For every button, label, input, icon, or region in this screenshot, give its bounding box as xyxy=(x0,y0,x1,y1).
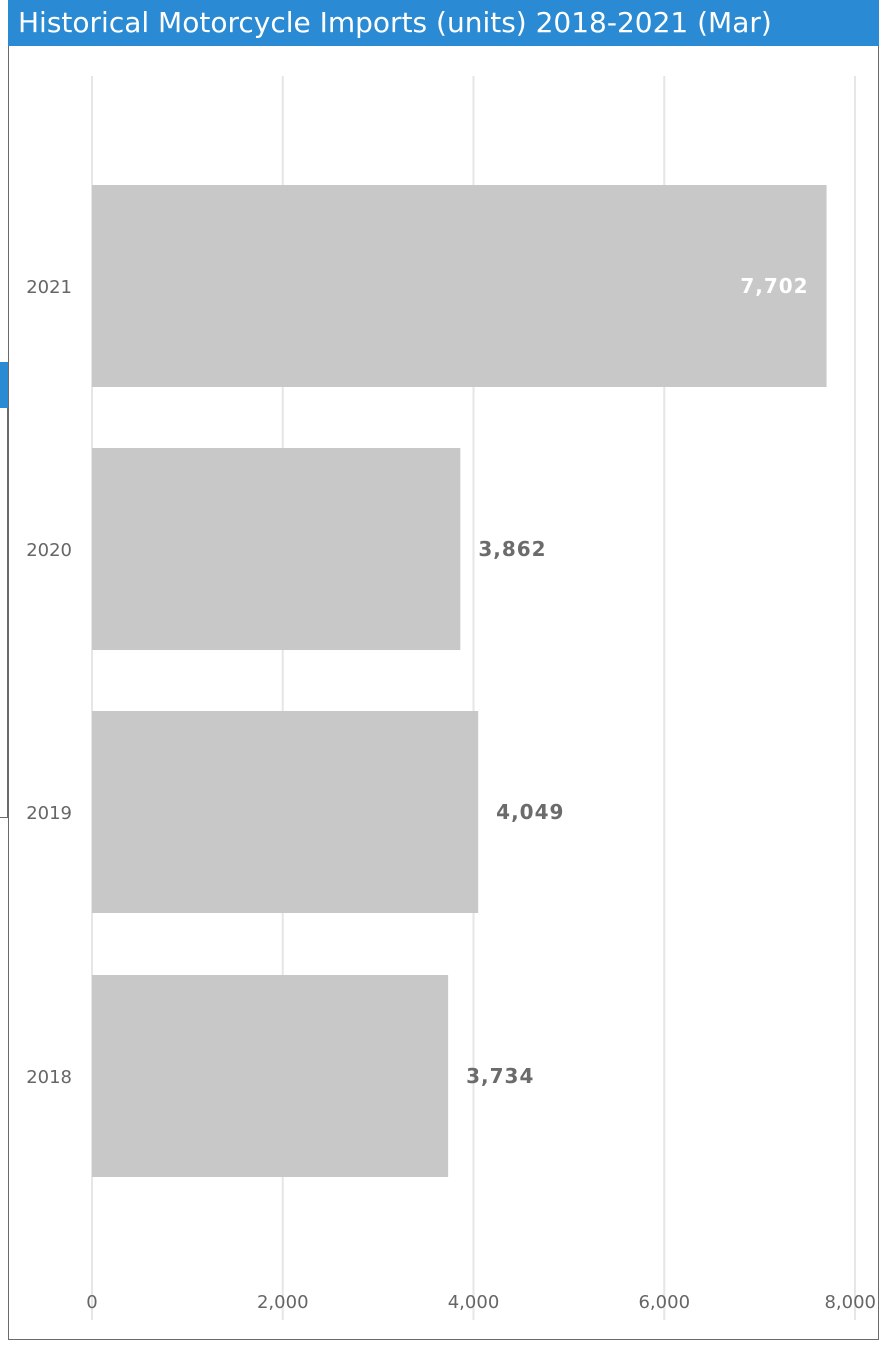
data-label-2021: 7,702 xyxy=(740,274,808,298)
data-label-2018: 3,734 xyxy=(466,1064,534,1088)
left-frame-tick xyxy=(0,817,8,818)
bar-2019 xyxy=(92,711,479,913)
bar-2020 xyxy=(92,448,461,650)
bar-2021 xyxy=(92,185,827,387)
x-tick-label-2: 4,000 xyxy=(448,1292,500,1313)
category-label-2018: 2018 xyxy=(26,1067,72,1088)
chart-title: Historical Motorcycle Imports (units) 20… xyxy=(8,0,879,46)
category-label-2019: 2019 xyxy=(26,803,72,824)
category-label-2020: 2020 xyxy=(26,540,72,561)
x-tick-label-1: 2,000 xyxy=(257,1292,309,1313)
chart-frame xyxy=(8,0,879,1340)
left-accent-bar xyxy=(0,362,8,408)
data-label-2020: 3,862 xyxy=(478,537,546,561)
category-label-2021: 2021 xyxy=(26,277,72,298)
left-frame-line xyxy=(0,408,8,818)
data-labels: 7,702 3,862 4,049 3,734 xyxy=(466,274,808,1088)
x-tick-label-4: 8,000 xyxy=(824,1292,876,1313)
bar-2018 xyxy=(92,975,449,1177)
x-tick-label-0: 0 xyxy=(86,1292,97,1313)
category-labels: 2021 2020 2019 2018 xyxy=(26,277,72,1088)
x-axis-tick-labels: 0 2,000 4,000 6,000 8,000 xyxy=(86,1292,876,1313)
bars xyxy=(92,185,827,1177)
data-label-2019: 4,049 xyxy=(496,800,564,824)
x-tick-label-3: 6,000 xyxy=(638,1292,690,1313)
